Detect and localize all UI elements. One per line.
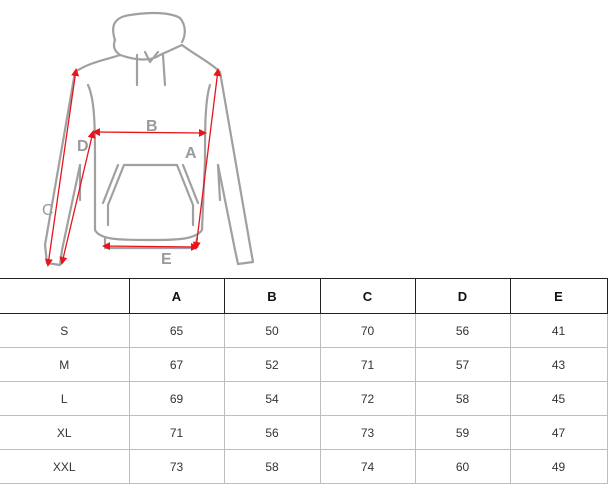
measurement-cell: 54 [223,381,321,416]
measurement-cell: 47 [509,415,608,450]
measurement-cell: 52 [223,347,321,382]
measurement-cell: 58 [414,381,511,416]
size-cell: L [0,381,130,416]
measurement-cell: 73 [128,449,225,484]
label-a: A [185,145,197,162]
measurement-cell: 73 [319,415,416,450]
size-cell: M [0,347,130,382]
arrow-d [59,130,96,265]
size-cell: XL [0,415,130,450]
size-cell: XXL [0,449,130,484]
label-c: C [42,202,54,219]
label-d: D [77,138,89,155]
size-chart-table: A B C D E S 65 50 70 56 41 M 67 52 71 57 43 L 69 54 72 5… [0,278,608,484]
table-row: M 67 52 71 57 43 [0,347,608,382]
measurement-cell: 41 [509,313,608,348]
measurement-cell: 57 [414,347,511,382]
measurement-cell: 49 [509,449,608,484]
measurement-cell: 74 [319,449,416,484]
size-cell: S [0,313,130,348]
measurement-cell: 56 [414,313,511,348]
table-row: S 65 50 70 56 41 [0,313,608,348]
measurement-cell: 71 [319,347,416,382]
measurement-cell: 58 [223,449,321,484]
table-row: L 69 54 72 58 45 [0,381,608,416]
measurement-cell: 72 [319,381,416,416]
arrow-e [102,242,199,251]
measurement-cell: 67 [128,347,225,382]
measurement-cell: 60 [414,449,511,484]
header-size [0,278,130,314]
measurement-cell: 59 [414,415,511,450]
measurement-cell: 69 [128,381,225,416]
header-c: C [319,278,416,314]
measurement-cell: 65 [128,313,225,348]
header-e: E [509,278,608,314]
measurement-cell: 43 [509,347,608,382]
arrow-c [44,68,80,267]
measurement-cell: 56 [223,415,321,450]
header-row: A B C D E [0,278,608,314]
table-row: XL 71 56 73 59 47 [0,415,608,450]
label-b: B [146,118,158,135]
label-e: E [161,251,172,268]
hoodie-measurement-diagram: B A D C E [42,11,255,268]
measurement-arrows [44,68,222,267]
arrow-a [192,68,222,250]
arrow-b [92,128,207,137]
measurement-cell: 45 [509,381,608,416]
header-d: D [414,278,511,314]
measurement-cell: 50 [223,313,321,348]
measurement-cell: 70 [319,313,416,348]
table-row: XXL 73 58 74 60 49 [0,449,608,484]
header-a: A [128,278,225,314]
header-b: B [223,278,321,314]
measurement-cell: 71 [128,415,225,450]
